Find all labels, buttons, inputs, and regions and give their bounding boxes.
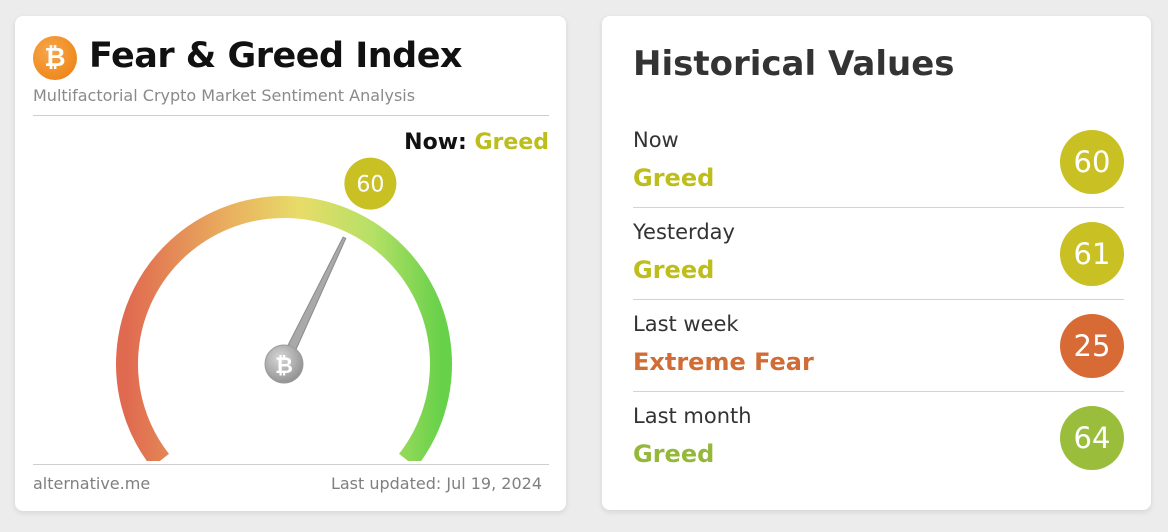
now-value: Greed (474, 130, 550, 155)
row-divider (633, 391, 1124, 392)
now-indicator: Now: Greed (404, 130, 549, 155)
history-period: Now (633, 128, 679, 152)
sentiment-gauge: ₿ 60 (116, 157, 452, 461)
history-period: Yesterday (633, 220, 735, 244)
now-label: Now: (404, 130, 467, 155)
gauge-arc (116, 196, 452, 461)
history-row-last-week: Last week Extreme Fear 25 (633, 300, 1124, 392)
divider-bottom (33, 464, 549, 465)
history-row-last-month: Last month Greed 64 (633, 392, 1124, 484)
history-period: Last month (633, 404, 752, 428)
history-label: Greed (633, 440, 715, 468)
history-period: Last week (633, 312, 739, 336)
page-title: Fear & Greed Index (89, 36, 463, 76)
history-value-badge: 25 (1060, 314, 1124, 378)
gauge-hub (264, 344, 304, 384)
row-divider (633, 299, 1124, 300)
history-value-badge: 60 (1060, 130, 1124, 194)
last-updated: Last updated: Jul 19, 2024 (330, 474, 542, 493)
value-bubble-text: 60 (356, 173, 384, 198)
history-label: Greed (633, 256, 715, 284)
value-bubble (344, 157, 397, 210)
historical-title: Historical Values (633, 44, 955, 84)
historical-values-card: Historical Values Now Greed 60 Yesterday… (602, 16, 1151, 510)
source-link[interactable]: alternative.me (33, 474, 151, 493)
row-divider (633, 207, 1124, 208)
bitcoin-icon: ₿ (33, 36, 77, 80)
history-label: Extreme Fear (633, 348, 814, 376)
history-label: Greed (633, 164, 715, 192)
subtitle: Multifactorial Crypto Market Sentiment A… (33, 86, 416, 105)
history-value-badge: 64 (1060, 406, 1124, 470)
fear-greed-card: ₿ Fear & Greed Index Multifactorial Cryp… (15, 16, 566, 511)
divider-top (33, 115, 549, 116)
gauge-hub-bitcoin-icon: ₿ (275, 354, 293, 379)
history-value-badge: 61 (1060, 222, 1124, 286)
history-row-yesterday: Yesterday Greed 61 (633, 208, 1124, 300)
history-row-now: Now Greed 60 (633, 116, 1124, 208)
